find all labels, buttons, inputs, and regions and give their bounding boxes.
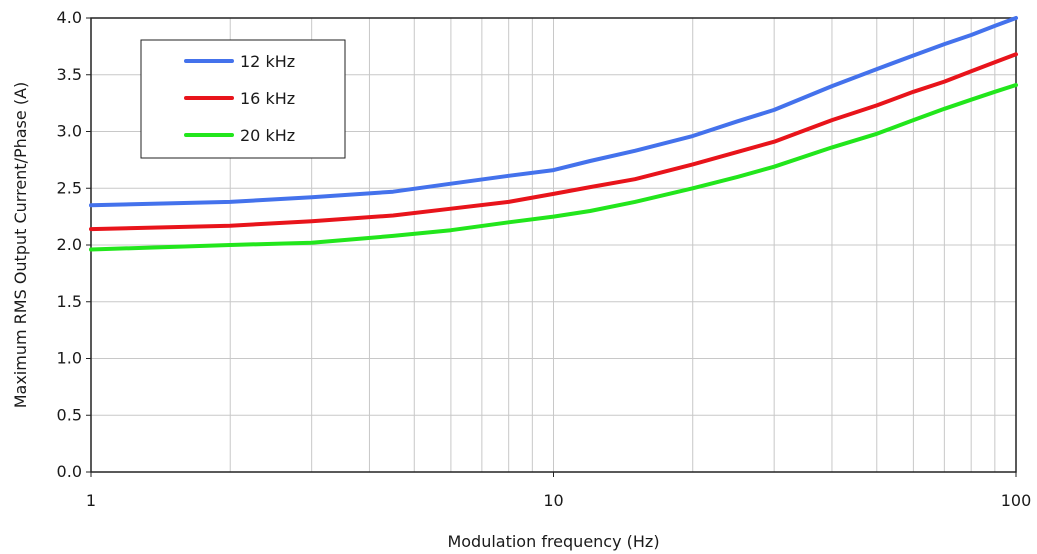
legend: 12 kHz 16 kHz 20 kHz [140,39,346,159]
y-tick-label: 4.0 [57,8,82,27]
grid [91,18,1016,472]
y-axis-title: Maximum RMS Output Current/Phase (A) [11,82,30,409]
x-tick-label: 1 [86,491,96,510]
y-tick-label: 0.0 [57,462,82,481]
x-tick-label: 10 [543,491,563,510]
y-tick-label: 3.5 [57,65,82,84]
y-tick-label: 2.5 [57,178,82,197]
legend-label: 16 kHz [240,89,295,108]
y-axis-ticks: 0.0 0.5 1.0 1.5 2.0 2.5 3.0 3.5 4.0 [57,8,91,481]
legend-box [140,39,346,159]
series-line-12-khz [89,16,1018,208]
y-tick-label: 0.5 [57,405,82,424]
x-tick-label: 100 [1001,491,1032,510]
y-tick-label: 3.0 [57,122,82,141]
x-axis-ticks: 1 10 100 [86,472,1031,510]
series-line-20-khz [89,83,1018,252]
series-line-16-khz [89,52,1018,232]
y-tick-label: 1.0 [57,349,82,368]
x-axis-title: Modulation frequency (Hz) [447,532,659,551]
y-tick-label: 1.5 [57,292,82,311]
legend-label: 20 kHz [240,126,295,145]
legend-label: 12 kHz [240,52,295,71]
y-tick-label: 2.0 [57,235,82,254]
series-lines [89,16,1018,252]
